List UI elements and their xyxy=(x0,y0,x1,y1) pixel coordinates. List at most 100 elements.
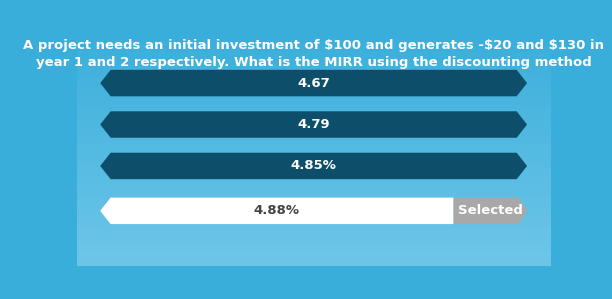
Bar xyxy=(76,250,551,252)
Bar xyxy=(76,128,551,130)
Bar xyxy=(76,206,551,209)
Bar xyxy=(76,116,551,119)
Bar xyxy=(76,241,551,243)
Bar xyxy=(76,82,551,84)
Bar xyxy=(76,119,551,121)
Bar xyxy=(76,181,551,183)
Bar xyxy=(76,236,551,239)
Bar xyxy=(76,63,551,66)
Text: Selected: Selected xyxy=(458,204,523,217)
Bar xyxy=(76,245,551,248)
Bar xyxy=(76,130,551,132)
Bar xyxy=(76,59,551,61)
Bar xyxy=(76,103,551,105)
Bar xyxy=(76,204,551,206)
Text: 4.67: 4.67 xyxy=(297,77,330,90)
Bar xyxy=(76,172,551,174)
Bar xyxy=(76,202,551,204)
Bar xyxy=(76,229,551,231)
Bar xyxy=(76,193,551,195)
Bar xyxy=(76,126,551,128)
Bar xyxy=(76,225,551,227)
Bar xyxy=(76,98,551,100)
Bar xyxy=(76,48,551,50)
Bar xyxy=(76,100,551,103)
Bar xyxy=(76,179,551,181)
Bar xyxy=(76,174,551,176)
Bar xyxy=(76,112,551,114)
Bar xyxy=(76,77,551,80)
Bar xyxy=(76,227,551,229)
Bar xyxy=(76,68,551,71)
Bar xyxy=(76,160,551,163)
Bar xyxy=(76,170,551,172)
Bar xyxy=(76,257,551,259)
Bar xyxy=(76,252,551,254)
Bar xyxy=(76,147,551,149)
Bar xyxy=(76,132,551,135)
Bar xyxy=(76,153,551,155)
Bar xyxy=(76,151,551,153)
Bar xyxy=(76,50,551,52)
Bar xyxy=(76,239,551,241)
Bar xyxy=(76,80,551,82)
Bar xyxy=(76,149,551,151)
Bar xyxy=(76,197,551,199)
Bar xyxy=(76,73,551,75)
Text: 4.79: 4.79 xyxy=(297,118,330,131)
Bar xyxy=(76,158,551,160)
Bar xyxy=(76,262,551,264)
Bar xyxy=(76,222,551,225)
Bar xyxy=(76,40,551,43)
Bar xyxy=(76,213,551,216)
Text: A project needs an initial investment of $100 and generates -$20 and $130 in
yea: A project needs an initial investment of… xyxy=(23,39,604,86)
Bar xyxy=(76,264,551,266)
Bar xyxy=(76,52,551,54)
Bar xyxy=(76,199,551,202)
Bar xyxy=(76,84,551,86)
Bar xyxy=(76,231,551,234)
Bar xyxy=(76,45,551,48)
Bar xyxy=(76,144,551,147)
Bar xyxy=(76,121,551,123)
Bar xyxy=(76,234,551,236)
Bar xyxy=(76,248,551,250)
Bar xyxy=(76,135,551,137)
Polygon shape xyxy=(100,198,453,224)
Bar xyxy=(76,91,551,93)
Bar xyxy=(76,36,551,38)
Bar xyxy=(76,155,551,158)
Bar xyxy=(76,43,551,45)
Bar xyxy=(76,216,551,218)
Bar xyxy=(76,209,551,211)
Bar xyxy=(76,190,551,193)
Bar xyxy=(76,54,551,57)
Bar xyxy=(76,165,551,167)
Text: 4.85%: 4.85% xyxy=(291,159,337,173)
Bar xyxy=(76,142,551,144)
Bar xyxy=(76,57,551,59)
Bar xyxy=(76,96,551,98)
Bar xyxy=(76,183,551,185)
Bar xyxy=(76,93,551,96)
Bar xyxy=(76,123,551,126)
Bar xyxy=(76,38,551,40)
Bar xyxy=(76,163,551,165)
Bar xyxy=(76,176,551,179)
Polygon shape xyxy=(100,111,527,138)
Bar xyxy=(76,243,551,245)
Bar xyxy=(76,259,551,262)
Bar xyxy=(76,71,551,73)
Bar xyxy=(76,114,551,116)
Bar xyxy=(76,211,551,213)
Bar xyxy=(76,105,551,107)
Bar xyxy=(76,75,551,77)
Bar xyxy=(76,167,551,170)
Bar xyxy=(76,107,551,109)
Bar xyxy=(76,195,551,197)
Bar xyxy=(76,218,551,220)
Polygon shape xyxy=(100,153,527,179)
Bar xyxy=(76,185,551,188)
Bar xyxy=(76,109,551,112)
Bar xyxy=(76,188,551,190)
